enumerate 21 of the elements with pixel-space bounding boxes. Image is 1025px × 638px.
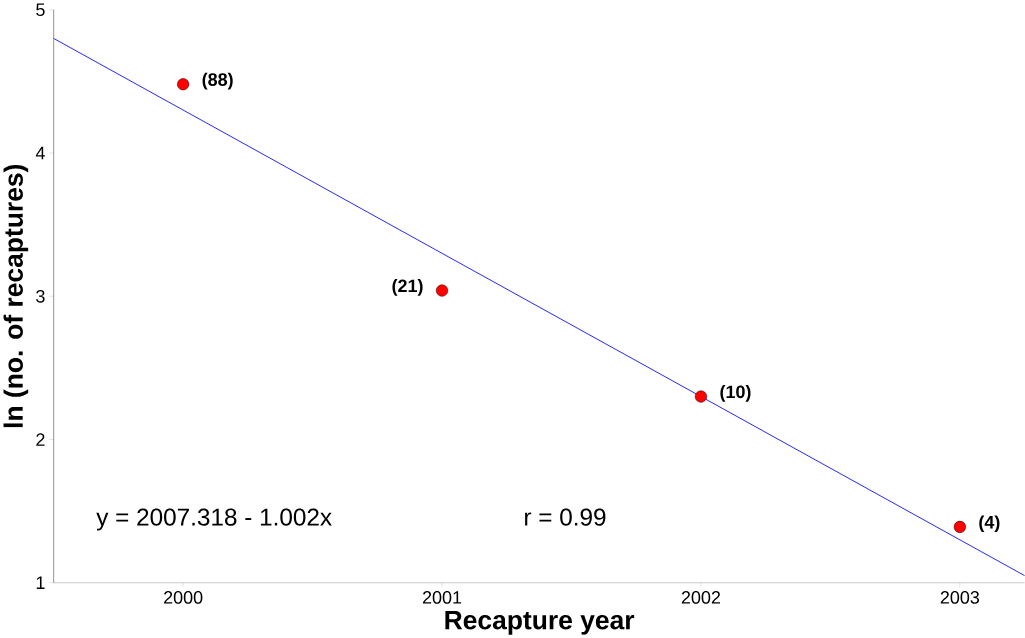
y-tick-label: 4: [35, 146, 45, 160]
x-tick-label: 2000: [164, 590, 203, 604]
annotation: (21): [392, 278, 423, 296]
x-tick-label: 2001: [422, 590, 462, 604]
y-tick-label: 5: [36, 3, 45, 16]
y-tick-label: 2: [36, 433, 45, 446]
point: [694, 390, 707, 403]
y-tick-label: 3: [36, 289, 45, 303]
point: [436, 284, 449, 297]
annotation: (88): [202, 72, 233, 90]
x-axis-title: Recapture year: [445, 610, 635, 635]
y-tick-label: 1: [36, 576, 45, 589]
annotation: (10): [720, 384, 751, 402]
x-tick-label: 2002: [681, 590, 721, 604]
annotation: (4): [979, 515, 1000, 533]
point: [953, 520, 966, 533]
y-axis-title: ln (no. of recaptures): [3, 164, 29, 427]
annotation: r = 0.99: [525, 508, 606, 526]
point: [177, 78, 190, 91]
x-tick-label: 2003: [940, 590, 980, 604]
annotation: y = 2007.318 - 1.002x: [96, 508, 332, 531]
